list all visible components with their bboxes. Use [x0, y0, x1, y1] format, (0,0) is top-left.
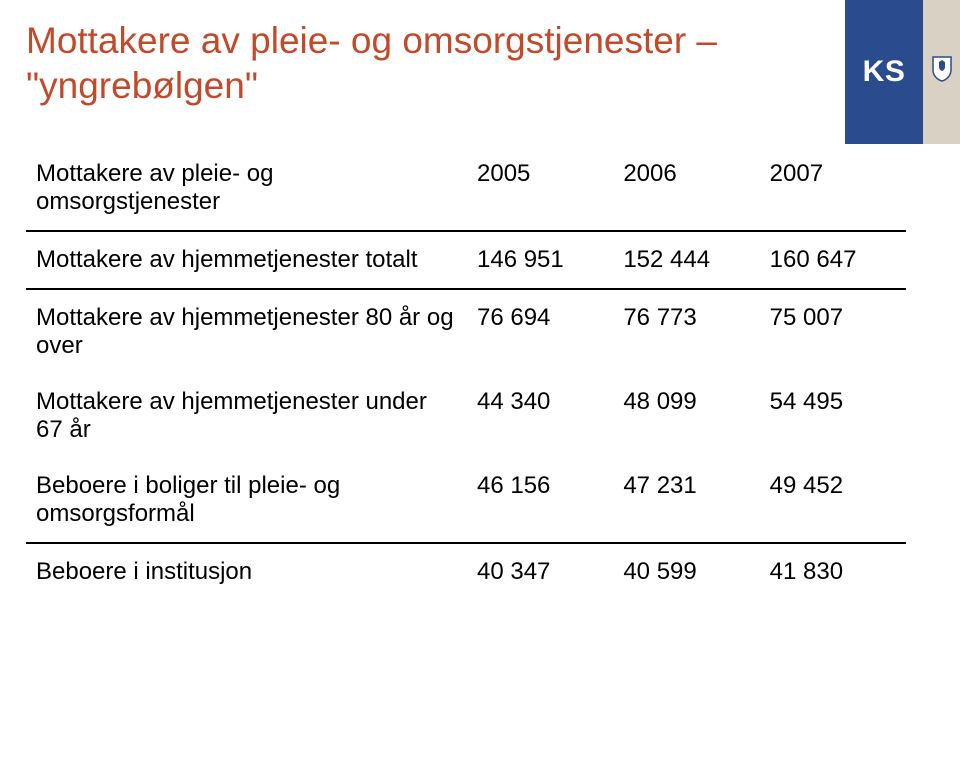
table-row: Beboere i institusjon 40 347 40 599 41 8…	[26, 543, 906, 600]
cell: 41 830	[760, 543, 906, 600]
shield-icon	[931, 56, 953, 82]
slide-title: Mottakere av pleie- og omsorgstjenester …	[26, 18, 796, 108]
cell: 76 773	[613, 289, 759, 374]
logo-blue-panel: KS	[845, 0, 923, 144]
logo-beige-panel	[923, 0, 960, 144]
row-label: Beboere i boliger til pleie- og omsorgsf…	[26, 458, 467, 543]
cell: 160 647	[760, 231, 906, 289]
table-row: Mottakere av hjemmetjenester totalt 146 …	[26, 231, 906, 289]
row-label: Mottakere av hjemmetjenester totalt	[26, 231, 467, 289]
cell: 40 347	[467, 543, 613, 600]
table-header-row: Mottakere av pleie- og omsorgstjenester …	[26, 146, 906, 231]
cell: 146 951	[467, 231, 613, 289]
row-label: Mottakere av hjemmetjenester 80 år og ov…	[26, 289, 467, 374]
logo-text: KS	[863, 55, 906, 89]
cell: 48 099	[613, 374, 759, 458]
cell: 44 340	[467, 374, 613, 458]
header-year: 2005	[467, 146, 613, 231]
table-row: Mottakere av hjemmetjenester 80 år og ov…	[26, 289, 906, 374]
header-label: Mottakere av pleie- og omsorgstjenester	[26, 146, 467, 231]
cell: 40 599	[613, 543, 759, 600]
table-row: Beboere i boliger til pleie- og omsorgsf…	[26, 458, 906, 543]
header-year: 2006	[613, 146, 759, 231]
row-label: Beboere i institusjon	[26, 543, 467, 600]
cell: 47 231	[613, 458, 759, 543]
header-year: 2007	[760, 146, 906, 231]
cell: 54 495	[760, 374, 906, 458]
cell: 46 156	[467, 458, 613, 543]
row-label: Mottakere av hjemmetjenester under 67 år	[26, 374, 467, 458]
table-row: Mottakere av hjemmetjenester under 67 år…	[26, 374, 906, 458]
cell: 49 452	[760, 458, 906, 543]
slide: KS Mottakere av pleie- og omsorgstjenest…	[0, 0, 960, 757]
logo: KS	[845, 0, 960, 144]
cell: 75 007	[760, 289, 906, 374]
cell: 76 694	[467, 289, 613, 374]
data-table: Mottakere av pleie- og omsorgstjenester …	[26, 146, 906, 600]
cell: 152 444	[613, 231, 759, 289]
